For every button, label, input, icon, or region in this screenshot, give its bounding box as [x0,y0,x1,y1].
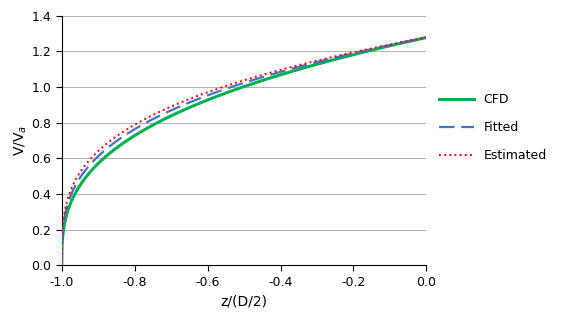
Estimated [95,149,102,152]
Estimated [423,36,430,39]
CFD [350,53,356,57]
Line: Fitted: Fitted [62,37,426,265]
Estimated [309,60,315,64]
Legend: CFD, Fitted, Estimated: CFD, Fitted, Estimated [434,88,552,168]
CFD [58,263,65,267]
Fitted [206,93,213,97]
Fitted [58,263,65,267]
Estimated [350,51,356,54]
Estimated [58,263,65,267]
Estimated [206,90,213,94]
Line: CFD: CFD [62,37,426,265]
Fitted [309,61,315,65]
Fitted [350,51,356,55]
CFD [219,92,226,96]
CFD [423,36,430,39]
Fitted [95,154,102,157]
Estimated [219,85,226,89]
Y-axis label: V/V$_a$: V/V$_a$ [12,125,29,156]
CFD [309,64,315,67]
CFD [206,97,213,101]
Estimated [343,52,350,56]
Fitted [423,36,430,39]
Fitted [343,53,350,57]
Fitted [219,88,226,92]
CFD [343,55,350,58]
X-axis label: z/(D/2): z/(D/2) [220,294,268,308]
Line: Estimated: Estimated [62,37,426,265]
CFD [95,161,102,165]
